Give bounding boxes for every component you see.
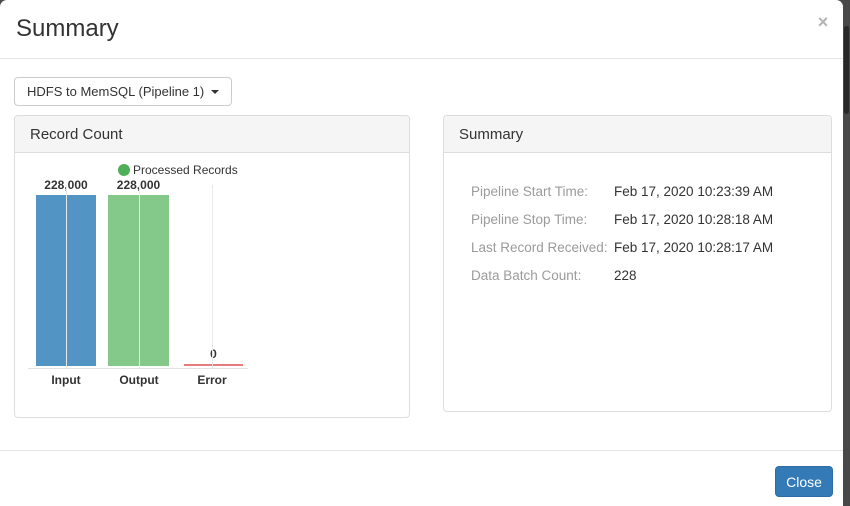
- row-label: Data Batch Count:: [471, 268, 582, 283]
- row-label: Last Record Received:: [471, 240, 608, 255]
- summary-panel-title: Summary: [444, 116, 831, 153]
- bar-rect-output: [108, 195, 169, 366]
- pipeline-select-dropdown[interactable]: HDFS to MemSQL (Pipeline 1): [14, 77, 233, 106]
- summary-details-panel: Summary Pipeline Start Time: Feb 17, 202…: [443, 115, 832, 412]
- record-count-panel-title: Record Count: [15, 116, 409, 153]
- caret-down-icon: [211, 89, 220, 94]
- bar-rect-error: [184, 364, 243, 366]
- row-value: Feb 17, 2020 10:28:17 AM: [614, 240, 774, 255]
- chart-legend-item[interactable]: Processed Records: [118, 163, 238, 177]
- summary-row-pipeline-stop-time: Pipeline Stop Time: Feb 17, 2020 10:28:1…: [444, 212, 831, 232]
- bar-value-error: 0: [210, 347, 217, 361]
- summary-row-pipeline-start-time: Pipeline Start Time: Feb 17, 2020 10:23:…: [444, 184, 831, 204]
- chart-baseline-axis: [28, 368, 248, 369]
- row-value: Feb 17, 2020 10:23:39 AM: [614, 184, 774, 199]
- chart-gridline: [212, 185, 213, 368]
- row-value: Feb 17, 2020 10:28:18 AM: [614, 212, 774, 227]
- bar-value-output: 228,000: [88, 178, 189, 192]
- row-value: 228: [614, 268, 637, 283]
- x-axis-label-error: Error: [197, 373, 227, 387]
- chart-gridline: [139, 185, 140, 368]
- page-scrollbar[interactable]: [843, 0, 850, 506]
- modal-title: Summary: [16, 15, 119, 42]
- pipeline-select-label: HDFS to MemSQL (Pipeline 1): [27, 84, 205, 99]
- header-divider: [0, 58, 843, 59]
- x-axis-label-output: Output: [119, 373, 159, 387]
- footer-divider: [0, 450, 843, 451]
- page-scrollbar-thumb[interactable]: [844, 26, 849, 114]
- summary-row-data-batch-count: Data Batch Count: 228: [444, 268, 831, 288]
- record-count-panel: Record Count Processed Records 228,000 2…: [14, 115, 410, 418]
- x-axis-label-input: Input: [51, 373, 81, 387]
- row-label: Pipeline Start Time:: [471, 184, 589, 199]
- summary-row-last-record-received: Last Record Received: Feb 17, 2020 10:28…: [444, 240, 831, 260]
- legend-dot-icon: [118, 164, 130, 176]
- close-button[interactable]: Close: [775, 466, 833, 497]
- close-icon[interactable]: ×: [817, 12, 829, 32]
- bar-value-input: 228,000: [16, 178, 116, 192]
- row-label: Pipeline Stop Time:: [471, 212, 588, 227]
- legend-label: Processed Records: [133, 163, 238, 177]
- chart-gridline: [66, 185, 67, 368]
